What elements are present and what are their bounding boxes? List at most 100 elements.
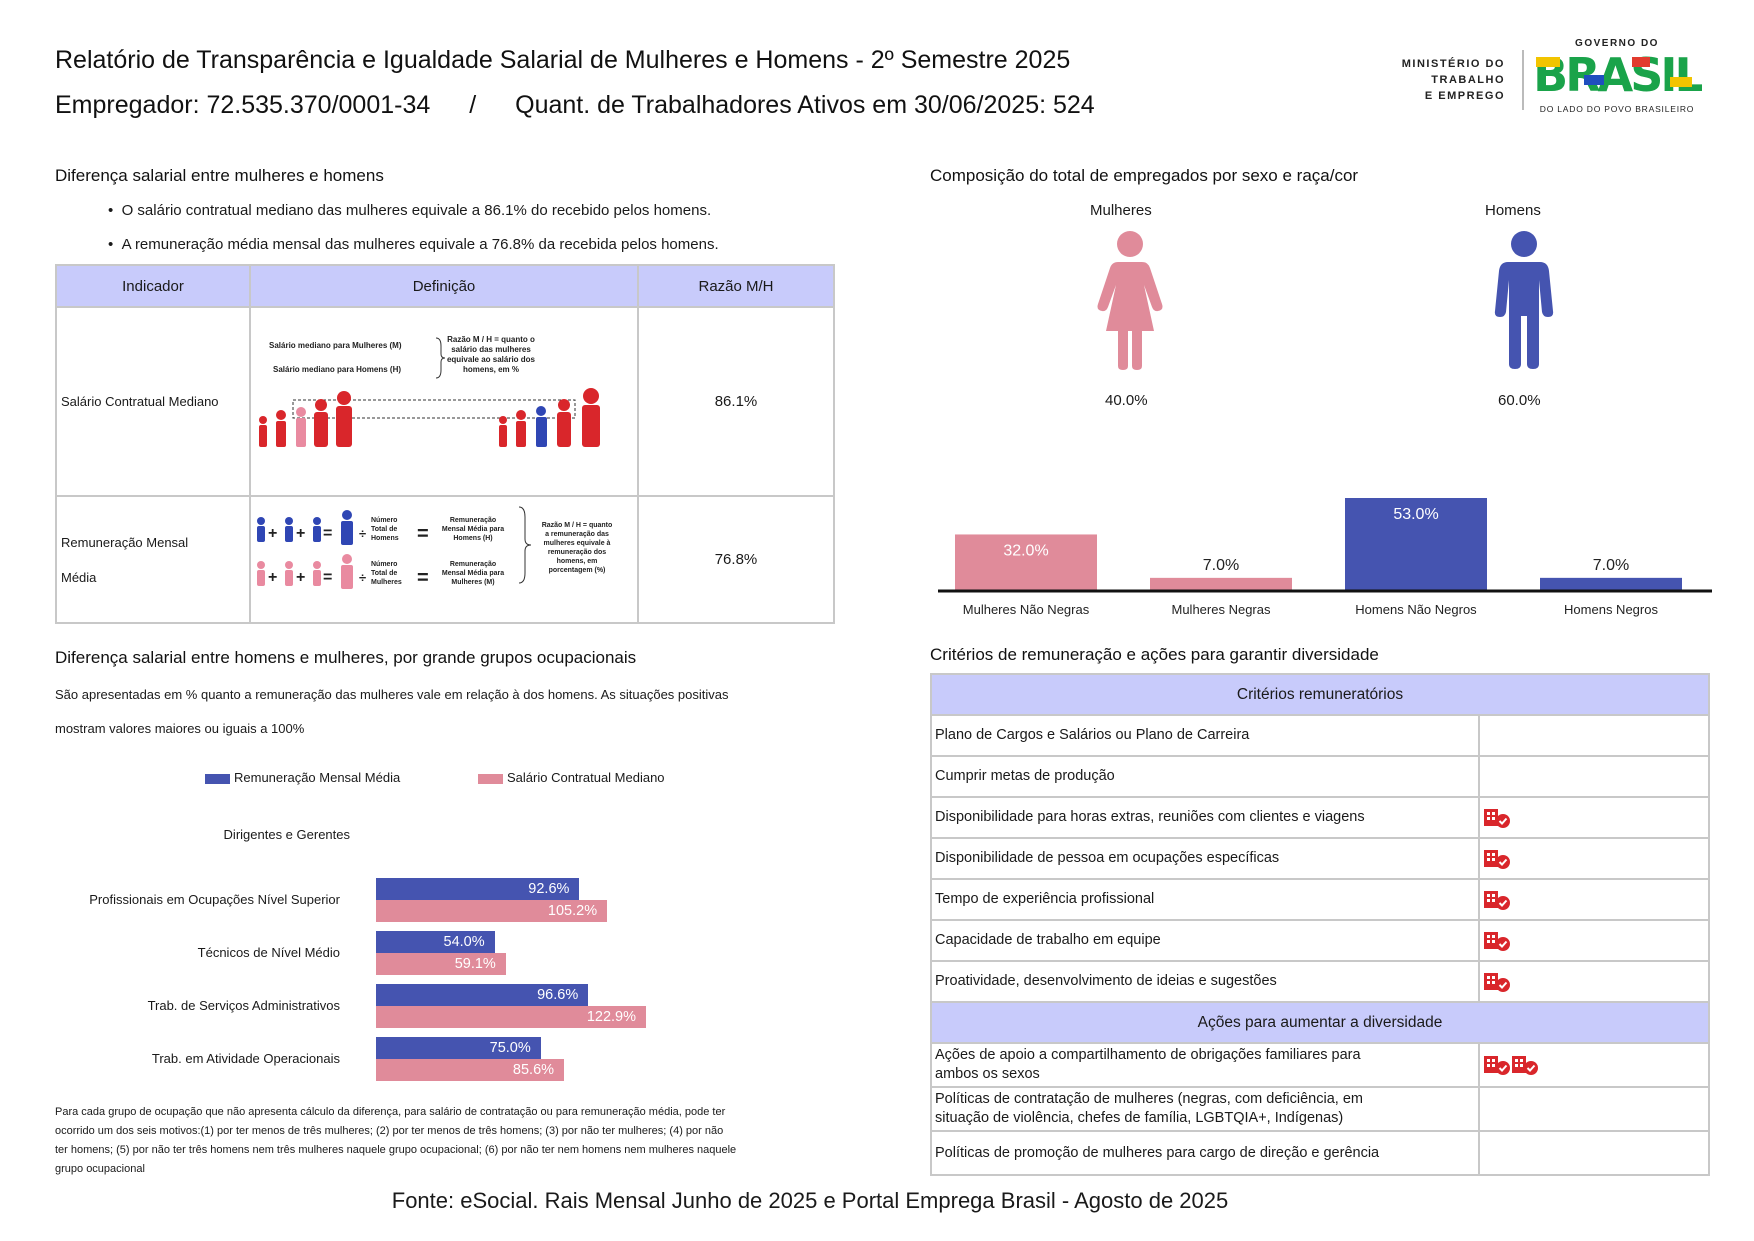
woman-icon bbox=[1097, 231, 1163, 370]
composition-bar-value-label: 7.0% bbox=[1203, 557, 1239, 574]
man-icon bbox=[1494, 231, 1554, 369]
eq-3: = bbox=[417, 523, 429, 545]
building-check-icon bbox=[1484, 1056, 1510, 1075]
ministry-line-1: MINISTÉRIO DO bbox=[1401, 58, 1505, 70]
def-l2: Salário mediano para Homens (H) bbox=[273, 365, 401, 374]
legend-salario-label: Salário Contratual Mediano bbox=[507, 770, 665, 785]
criteria-row: Políticas de promoção de mulheres para c… bbox=[930, 1130, 1710, 1176]
employer-label: Empregador: 72.535.370/0001-34 bbox=[55, 91, 431, 119]
legend-swatch-blue bbox=[205, 773, 230, 784]
salario-bar: 122.9% bbox=[376, 1006, 646, 1028]
women-label: Mulheres bbox=[1090, 202, 1152, 219]
div-1: ÷ bbox=[359, 526, 366, 541]
criteria-mark-cell bbox=[1478, 1130, 1710, 1176]
criteria-row: Ações de apoio a compartilhamento de obr… bbox=[930, 1042, 1710, 1088]
criteria-row: Políticas de contratação de mulheres (ne… bbox=[930, 1086, 1710, 1132]
report-title: Relatório de Transparência e Igualdade S… bbox=[55, 46, 1071, 74]
salary-gap-title: Diferença salarial entre mulheres e home… bbox=[55, 166, 384, 185]
plus-4: + bbox=[296, 569, 305, 586]
building-check-icon bbox=[1484, 849, 1510, 869]
criteria-row: Capacidade de trabalho em equipe bbox=[930, 919, 1710, 962]
footnote-line-1: Para cada grupo de ocupação que não apre… bbox=[55, 1106, 726, 1118]
def-r1: Razão M / H = quanto o bbox=[447, 335, 535, 344]
salario-bar: 59.1% bbox=[376, 953, 506, 975]
remuneracao-bar: 92.6% bbox=[376, 878, 580, 900]
indicator-line-1: Remuneração Mensal bbox=[61, 534, 189, 550]
legend-remuneracao-label: Remuneração Mensal Média bbox=[234, 770, 401, 785]
eq-4: = bbox=[417, 567, 429, 589]
num-m-1: Número bbox=[371, 561, 397, 568]
criteria-table: Critérios remuneratórios Plano de Cargos … bbox=[930, 673, 1710, 1176]
criteria-label: Disponibilidade de pessoa em ocupações e… bbox=[930, 837, 1480, 880]
ministry-line-2: TRABALHO bbox=[1431, 74, 1505, 86]
plus-3: + bbox=[268, 569, 277, 586]
ministry-logo: MINISTÉRIO DO TRABALHO E EMPREGO bbox=[1380, 56, 1505, 104]
num-h-3: Homens bbox=[371, 535, 399, 542]
def-r4: homens, em % bbox=[463, 365, 519, 374]
median-salary-illustration: Salário mediano para Mulheres (M) Salári… bbox=[259, 335, 600, 447]
criteria-label: Cumprir metas de produção bbox=[930, 755, 1480, 798]
rem-h-3: Homens (H) bbox=[453, 535, 492, 542]
div-2: ÷ bbox=[359, 570, 366, 585]
gov-logo-word: BRASIL bbox=[1533, 49, 1702, 99]
remuneracao-bar: 96.6% bbox=[376, 984, 589, 1006]
occupation-category-label: Técnicos de Nível Médio bbox=[197, 945, 340, 960]
criteria-label: Proatividade, desenvolvimento de ideias … bbox=[930, 960, 1480, 1003]
composition-bar-value-label: 32.0% bbox=[1003, 542, 1048, 559]
people-icon-group-left bbox=[259, 391, 352, 447]
avg-r2: a remuneração das bbox=[545, 531, 609, 538]
gov-logo-top: GOVERNO DO bbox=[1575, 38, 1659, 49]
footnote-line-4: grupo ocupacional bbox=[55, 1163, 145, 1175]
avg-r1: Razão M / H = quanto bbox=[542, 522, 613, 529]
criteria-row: Cumprir metas de produção bbox=[930, 755, 1710, 798]
building-check-icon bbox=[1512, 1056, 1538, 1075]
legend-salario: Salário Contratual Mediano bbox=[478, 770, 665, 785]
remuneracao-bar: 75.0% bbox=[376, 1037, 541, 1059]
composition-bar bbox=[1345, 498, 1487, 590]
occupational-desc-2: mostram valores maiores ou iguais a 100% bbox=[55, 721, 305, 736]
occupational-footnote: Para cada grupo de ocupação que não apre… bbox=[55, 1103, 795, 1179]
composition-bar-value-label: 53.0% bbox=[1393, 506, 1438, 523]
criteria-row: Tempo de experiência profissional bbox=[930, 878, 1710, 921]
criteria-mark-cell bbox=[1478, 837, 1710, 880]
rem-m-2: Mensal Média para bbox=[442, 570, 504, 577]
composition-bar bbox=[1150, 577, 1292, 590]
col-razao: Razão M/H bbox=[637, 264, 835, 308]
def-r3: equivale ao salário dos bbox=[447, 355, 536, 364]
composition-bar bbox=[1540, 577, 1682, 590]
criteria-mark-cell bbox=[1478, 755, 1710, 798]
bullet-1-text: O salário contratual mediano das mulhere… bbox=[121, 202, 712, 219]
occupation-category-label: Profissionais em Ocupações Nível Superio… bbox=[89, 892, 340, 907]
footnote-line-2: ocorrido um dos seis motivos:(1) por ter… bbox=[55, 1125, 724, 1137]
criteria-mark-cell bbox=[1478, 960, 1710, 1003]
ratio-cell-average: 76.8% bbox=[637, 495, 835, 624]
actions-section-header: Ações para aumentar a diversidade bbox=[930, 1001, 1710, 1044]
salario-bar: 105.2% bbox=[376, 900, 608, 922]
salary-gap-bullet-1: • O salário contratual mediano das mulhe… bbox=[108, 202, 712, 219]
people-icon-group-right bbox=[499, 388, 600, 447]
ratio-cell-median: 86.1% bbox=[637, 306, 835, 497]
definition-cell-average: + + = + + = ÷ ÷ = = Número Total de Home… bbox=[249, 495, 639, 624]
plus-1: + bbox=[268, 525, 277, 542]
rem-m-3: Mulheres (M) bbox=[451, 579, 494, 586]
men-icons bbox=[257, 510, 353, 545]
composition-category-label: Mulheres Negras bbox=[1172, 602, 1271, 617]
composition-bar-chart: 32.0% Mulheres Não Negras 7.0% Mulheres Neg… bbox=[938, 498, 1712, 617]
criteria-mark-cell bbox=[1478, 1086, 1710, 1132]
indicator-cell: Remuneração Mensal Média bbox=[55, 495, 251, 624]
actions-section-header-cell: Ações para aumentar a diversidade bbox=[930, 1001, 1710, 1044]
indicator-line-2: Média bbox=[61, 569, 97, 585]
source-footer: Fonte: eSocial. Rais Mensal Junho de 202… bbox=[391, 1188, 1229, 1213]
criteria-section-header: Critérios remuneratórios bbox=[930, 673, 1710, 716]
criteria-label: Disponibilidade para horas extras, reuni… bbox=[930, 796, 1480, 839]
num-h-2: Total de bbox=[371, 526, 397, 533]
table-row: Remuneração Mensal Média + bbox=[55, 495, 835, 624]
women-icons bbox=[257, 554, 353, 589]
brasil-wordmark-logo: BRASIL bbox=[1533, 48, 1706, 102]
composition-category-label: Homens Não Negros bbox=[1355, 602, 1477, 617]
criteria-label: Plano de Cargos e Salários ou Plano de C… bbox=[930, 714, 1480, 757]
definition-cell-median: Salário mediano para Mulheres (M) Salári… bbox=[249, 306, 639, 497]
avg-r4: remuneração dos bbox=[548, 549, 606, 556]
bullet-2-text: A remuneração média mensal das mulheres … bbox=[121, 236, 719, 253]
salario-bar: 85.6% bbox=[376, 1059, 565, 1081]
